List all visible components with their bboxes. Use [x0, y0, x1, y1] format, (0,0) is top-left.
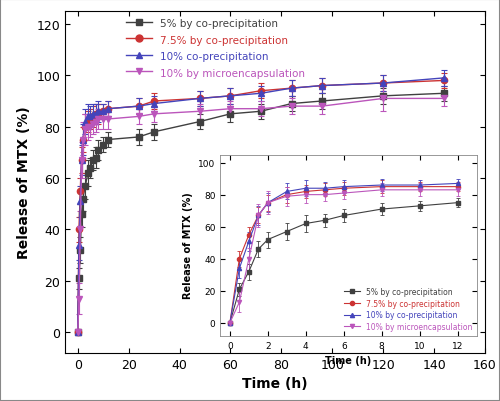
Legend: 5% by co-precipitation, 7.5% by co-precipitation, 10% co-precipitation, 10% by m: 5% by co-precipitation, 7.5% by co-preci…	[122, 14, 310, 83]
X-axis label: Time (h): Time (h)	[242, 376, 308, 390]
Y-axis label: Release of MTX (%): Release of MTX (%)	[16, 106, 30, 259]
